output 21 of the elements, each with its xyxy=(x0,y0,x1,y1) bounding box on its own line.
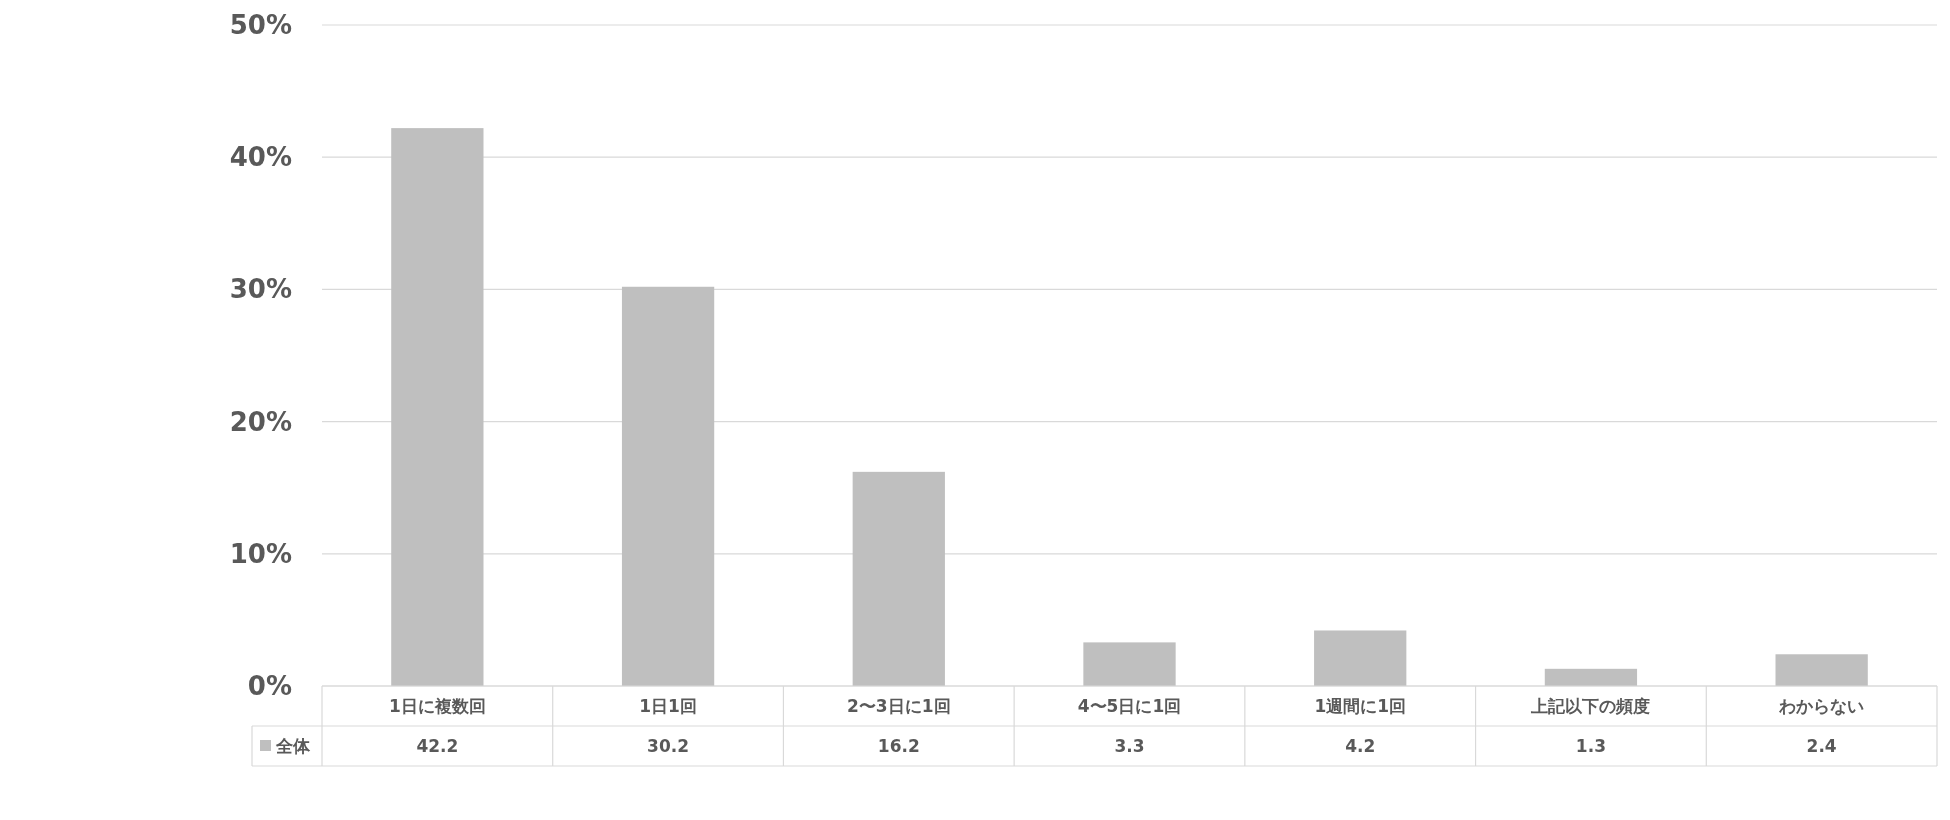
x-tick-label: 1日に複数回 xyxy=(388,696,486,716)
y-tick-label: 50% xyxy=(229,10,292,40)
y-tick-label: 10% xyxy=(229,538,292,569)
data-label: 4.2 xyxy=(1345,736,1376,756)
data-label: 2.4 xyxy=(1806,736,1837,756)
data-label: 30.2 xyxy=(647,736,690,756)
data-label: 16.2 xyxy=(877,736,920,756)
y-tick-label: 0% xyxy=(247,671,292,701)
x-tick-label: 4〜5日に1回 xyxy=(1077,696,1182,716)
data-label: 1.3 xyxy=(1575,736,1606,756)
y-tick-label: 40% xyxy=(229,142,292,173)
data-label: 3.3 xyxy=(1114,736,1145,756)
x-tick-label: わからない xyxy=(1778,696,1865,716)
x-tick-label: 上記以下の頻度 xyxy=(1530,696,1651,716)
y-tick-label: 30% xyxy=(229,274,292,305)
y-tick-label: 20% xyxy=(229,406,292,437)
data-label: 42.2 xyxy=(416,736,459,756)
x-tick-label: 1日1回 xyxy=(639,696,697,716)
x-tick-label: 2〜3日に1回 xyxy=(847,696,951,716)
x-tick-label: 1週間に1回 xyxy=(1314,696,1407,716)
legend-label: 全体 xyxy=(275,736,311,756)
